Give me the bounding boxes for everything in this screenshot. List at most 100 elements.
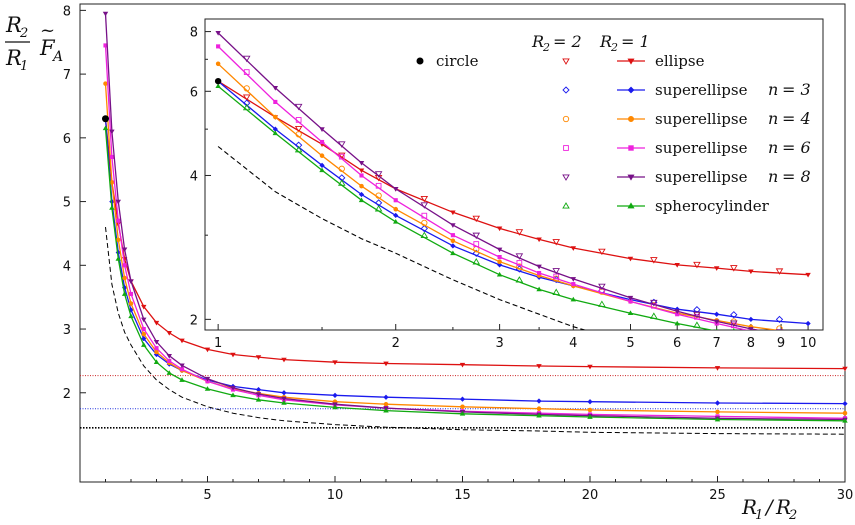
main-point-spherocylinder (204, 386, 211, 391)
main-point-superellipse-n-3 (281, 390, 287, 396)
inset-open-point-spherocylinder (693, 321, 701, 328)
inset-point-spherocylinder (450, 250, 456, 256)
main-point-spherocylinder (179, 377, 185, 382)
inset-open-point-spherocylinder (294, 145, 303, 153)
legend-circle-marker (416, 57, 424, 65)
legend-superellipse-n-6-open-marker (563, 145, 569, 151)
inset-point-ellipse (496, 226, 503, 232)
legend-header-open-sub: 2 (542, 41, 550, 54)
xlabel-r1-sub: 1 (755, 508, 763, 523)
main-point-superellipse-n-6 (167, 358, 172, 363)
legend-superellipse-n-6-n-value: = 6 (782, 138, 811, 157)
ylabel-r1: R (5, 46, 22, 70)
legend-superellipse-n-3-open-marker (562, 86, 570, 94)
legend-superellipse-n-8-label: superellipse (655, 168, 748, 186)
main-point-ellipse (179, 338, 185, 344)
inset-open-point-superellipse-n-8 (775, 329, 784, 330)
inset-open-point-ellipse (294, 126, 303, 133)
main-point-superellipse-n-4 (103, 81, 108, 86)
legend-superellipse-n-4-n: n (768, 109, 778, 128)
main-point-superellipse-n-8 (255, 392, 262, 397)
main-point-spherocylinder (109, 205, 115, 210)
inset-point-superellipse-n-6 (393, 198, 398, 203)
x-tick-label: 10 (327, 488, 344, 503)
legend-circle-label: circle (436, 52, 479, 70)
main-point-ellipse (204, 347, 211, 353)
y-tick-label: 8 (63, 4, 71, 19)
main-point-ellipse (587, 364, 593, 370)
inset-open-point-ellipse (242, 94, 251, 101)
main-point-spherocylinder (141, 342, 147, 347)
main-point-spherocylinder (121, 291, 128, 296)
inset-open-point-superellipse-n-8 (337, 141, 346, 148)
inset-y-tick-label: 8 (190, 26, 198, 41)
main-point-spherocylinder (714, 416, 721, 422)
inset-point-superellipse-n-3 (805, 320, 811, 327)
inset-open-point-spherocylinder (374, 205, 383, 212)
legend-superellipse-n-3-label: superellipse (655, 81, 748, 99)
main-point-spherocylinder (166, 370, 172, 375)
main-series-ellipse (104, 118, 846, 370)
xlabel-slash: / (764, 495, 775, 519)
main-point-superellipse-n-6 (128, 291, 134, 297)
inset-open-point-superellipse-n-4 (375, 192, 382, 199)
inset-open-point-superellipse-n-8 (650, 299, 658, 307)
inset-open-point-spherocylinder (337, 179, 346, 186)
main-point-superellipse-n-3 (459, 396, 466, 402)
inset-x-tick-label: 3 (495, 336, 503, 351)
ylabel-f-sub: A (51, 49, 63, 65)
inset-point-spherocylinder (358, 197, 365, 203)
main-point-superellipse-n-4 (128, 301, 134, 306)
legend-header-filled-r: R (599, 32, 612, 51)
inset-y-tick-label: 2 (190, 313, 198, 328)
main-series-spherocylinder (104, 128, 846, 422)
inset-open-point-superellipse-n-8 (472, 232, 481, 240)
main-point-ellipse (383, 361, 389, 367)
inset-open-point-superellipse-n-8 (598, 283, 606, 291)
inset-x-tick-label: 2 (392, 336, 400, 351)
main-point-spherocylinder (383, 407, 389, 413)
legend-ellipse-label: ellipse (655, 52, 705, 70)
main-point-ellipse (255, 355, 262, 360)
inset-point-superellipse-n-3 (496, 262, 503, 268)
inset-point-superellipse-n-8 (627, 295, 634, 301)
inset-x-tick-label: 9 (777, 336, 785, 351)
inset-open-point-superellipse-n-6 (421, 212, 428, 219)
inset-open-point-ellipse (472, 215, 481, 223)
main-point-superellipse-n-6 (116, 218, 121, 223)
inset-open-point-superellipse-n-3 (243, 99, 251, 107)
inset-point-superellipse-n-8 (450, 223, 456, 228)
inset-point-spherocylinder (393, 218, 399, 224)
main-point-superellipse-n-8 (166, 353, 172, 359)
main-point-superellipse-n-3 (536, 398, 542, 404)
y-tick-label: 7 (63, 68, 71, 83)
inset-point-spherocylinder (319, 167, 325, 173)
legend-header-open-value: = 2 (553, 32, 582, 51)
inset-open-point-superellipse-n-6 (473, 241, 480, 247)
inset-x-tick-label: 1 (214, 336, 222, 351)
main-point-superellipse-n-4 (141, 331, 147, 337)
ylabel-tilde: ~ (40, 20, 55, 41)
inset-open-point-superellipse-n-8 (294, 103, 303, 111)
inset-open-point-ellipse (775, 268, 784, 275)
legend-superellipse-n-8-n: n (768, 167, 778, 186)
main-point-superellipse-n-6 (154, 346, 159, 351)
main-point-spherocylinder (102, 125, 109, 131)
inset-point-ellipse (536, 237, 542, 243)
inset-point-superellipse-n-8 (272, 86, 279, 91)
main-point-superellipse-n-4 (842, 410, 848, 416)
y-tick-label: 5 (63, 196, 71, 211)
main-point-superellipse-n-8 (109, 129, 115, 135)
main-series-reference-dashed (105, 227, 846, 435)
y-tick-label: 2 (63, 387, 71, 402)
legend-header-filled-sub: 2 (610, 41, 618, 54)
inset-series-ellipse (217, 80, 809, 276)
main-point-superellipse-n-8 (102, 11, 109, 17)
inset-series-superellipse-n-8 (217, 32, 761, 330)
main-series-superellipse-n-8 (104, 13, 846, 421)
inset-point-superellipse-n-4 (359, 183, 364, 189)
inset-open-point-superellipse-n-3 (730, 311, 738, 319)
ylabel-r2-sub: 2 (19, 26, 28, 41)
main-point-superellipse-n-3 (842, 400, 848, 407)
inset-point-ellipse (450, 210, 456, 216)
